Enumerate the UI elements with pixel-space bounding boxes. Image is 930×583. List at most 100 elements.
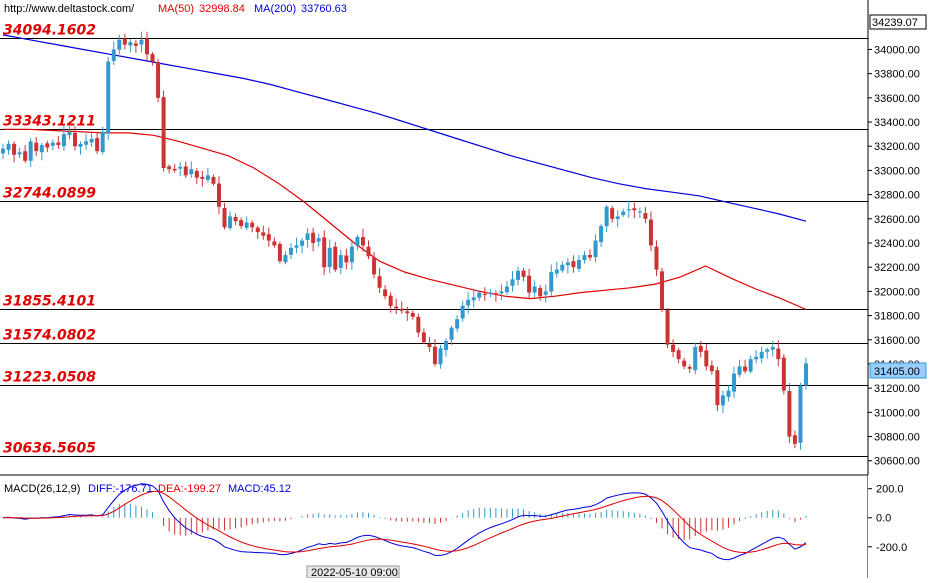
candle-body [720,395,725,406]
candle-body [355,236,360,246]
candle-body [194,170,199,178]
candle-body [95,138,100,152]
candle-body [322,237,327,268]
candle-body [128,42,133,46]
candle-body [732,373,737,392]
candle-body [781,357,786,391]
candle-body [383,289,388,297]
price-tick-label: 34000.00 [874,44,920,56]
price-tick-label: 32600.00 [874,214,920,226]
candlestick-series [1,31,808,450]
current-price-value: 31405.00 [874,366,920,378]
candle-body [305,233,310,240]
candle-body [743,366,748,372]
candle-body [344,255,349,263]
macd-axis-ticks: 200.0 0.0 -200.0 [868,484,907,554]
candle-body [560,264,565,271]
candle-body [444,340,449,350]
candle-body [610,208,615,219]
candle-body [599,226,604,243]
candle-body [471,297,476,301]
candle-body [432,346,437,364]
candle-body [388,295,393,306]
candle-body [250,222,255,228]
price-tick-label: 32400.00 [874,238,920,250]
candle-body [449,327,454,340]
price-tick-label: 33600.00 [874,93,920,105]
candle-body [637,211,642,213]
candle-body [704,350,709,367]
candle-body [770,347,775,350]
price-tick-label: 33400.00 [874,117,920,129]
candle-body [582,255,587,260]
candle-body [394,306,399,309]
ma50-label: MA(50) [158,3,194,15]
candle-body [139,39,144,45]
candle-body [776,348,781,360]
candle-body [211,176,216,184]
candle-body [294,245,299,248]
candle-body [277,244,282,262]
candle-body [372,257,377,275]
candle-body [687,367,692,369]
candle-body [205,175,210,180]
macd-panel [2,483,807,561]
candle-body [416,316,421,333]
candle-body [255,227,260,233]
candle-body [709,365,714,372]
candle-body [543,291,548,295]
candle-body [216,183,221,207]
candle-body [261,232,266,236]
candle-body [410,312,415,317]
candle-body [482,293,487,296]
price-tick-label: 33800.00 [874,69,920,81]
price-tick-label: 30800.00 [874,432,920,444]
candle-body [405,311,410,314]
candle-body [106,61,111,134]
candle-body [682,360,687,367]
macd-axis-background [868,475,930,578]
candle-body [283,255,288,263]
candle-body [17,152,22,155]
price-tick-label: 31600.00 [874,335,920,347]
candle-body [593,240,598,258]
candle-body [333,246,338,270]
candle-body [349,246,354,263]
candle-body [150,54,155,62]
candle-body [798,385,803,443]
level-label: 31223.0508 [3,370,96,386]
candle-body [516,270,521,280]
candle-body [23,151,28,161]
candle-body [228,216,233,229]
candle-body [665,310,670,345]
candle-body [671,344,676,352]
candle-body [549,272,554,292]
price-tick-label: 33000.00 [874,165,920,177]
candle-body [50,142,55,146]
candle-body [89,138,94,143]
candle-body [427,343,432,348]
macd-title: MACD(26,12,9) [4,483,80,495]
candle-body [754,356,759,360]
candle-body [272,241,277,246]
source-url: http://www.deltastock.com/ [4,3,135,15]
candle-body [28,141,33,161]
candle-body [316,238,321,242]
candle-body [521,270,526,277]
candle-body [626,209,631,211]
price-tick-label: 32800.00 [874,190,920,202]
candle-body [510,279,515,286]
candle-body [34,142,39,152]
candle-body [1,148,5,154]
candle-body [161,97,166,168]
price-tick-label: 30600.00 [874,456,920,468]
ma50-value: 32998.84 [199,3,245,15]
candle-body [493,293,498,295]
candle-body [178,166,183,169]
candle-body [604,206,609,227]
candle-body [765,349,770,352]
candle-body [792,435,797,444]
candle-body [266,234,271,241]
price-tick-label: 32200.00 [874,262,920,274]
candle-body [477,292,482,298]
